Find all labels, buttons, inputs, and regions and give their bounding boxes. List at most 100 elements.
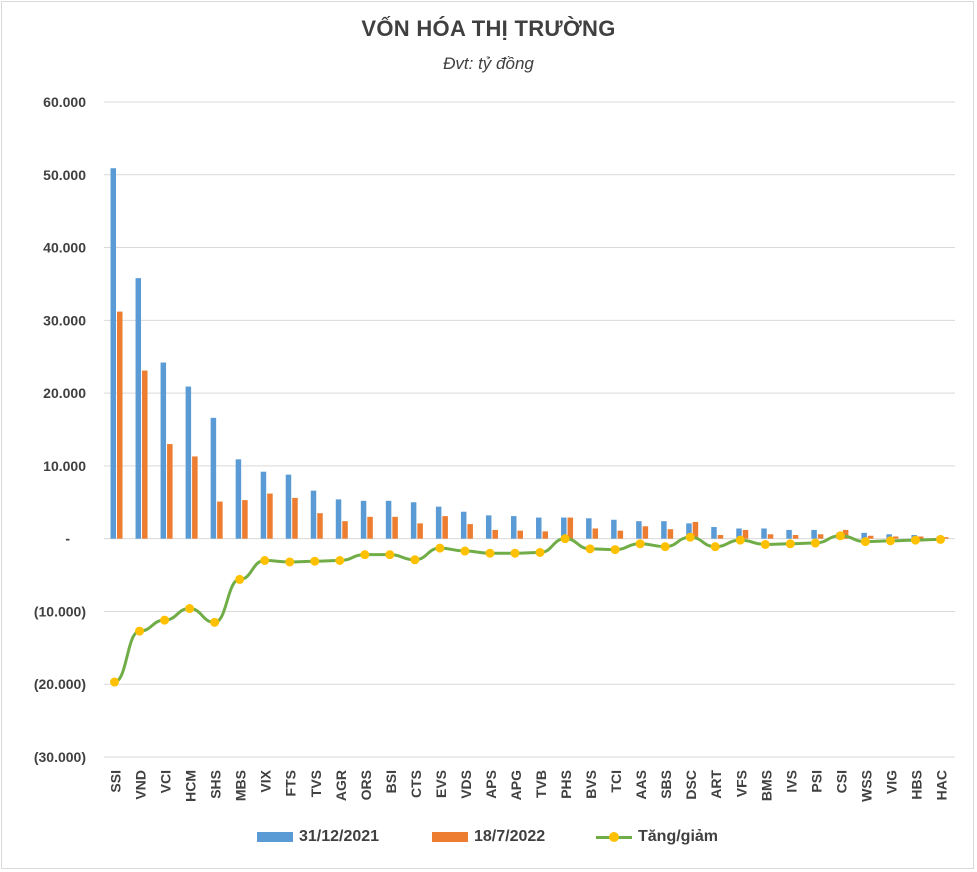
bar-series-1-vci [160,362,167,539]
x-tick-label-sbs: SBS [658,770,674,799]
point-series-3-tvb [535,547,545,557]
bar-series-1-bvs [586,518,592,539]
point-series-3-hac [935,534,945,544]
legend-swatch-series-3 [596,832,632,842]
point-series-3-art [710,542,720,552]
x-tick-label-wss: WSS [858,770,874,802]
x-tick-label-hcm: HCM [183,770,199,802]
bar-series-2-bsi [392,516,398,539]
legend-swatch-series-2 [432,832,468,842]
point-series-3-cts [410,555,420,565]
bar-series-2-psi [817,534,824,539]
bar-series-1-bsi [385,500,392,539]
chart-legend: 31/12/2021 18/7/2022 Tăng/giảm [0,828,977,852]
point-series-3-evs [435,543,445,553]
x-tick-label-evs: EVS [433,770,449,798]
bar-series-1-sbs [661,521,667,539]
x-tick-label-tvs: TVS [308,770,324,797]
bar-series-2-ors [367,516,373,539]
x-tick-label-agr: AGR [333,770,349,801]
bar-series-2-wss [867,535,874,539]
bar-series-2-art [717,535,724,539]
bar-series-1-dsc [686,523,692,539]
x-tick-label-vds: VDS [458,770,474,799]
x-tick-label-ivs: IVS [783,770,799,793]
point-series-3-dsc [685,532,695,542]
bar-series-2-csi [842,529,849,539]
bar-series-2-agr [342,521,348,539]
x-tick-label-tci: TCI [608,770,624,793]
point-series-3-mbs [235,574,245,584]
bar-series-2-hbs [917,536,924,539]
bar-series-1-tci [611,519,617,539]
bar-series-2-bvs [592,528,599,539]
x-tick-label-apg: APG [508,770,524,800]
point-series-3-sbs [660,542,670,552]
bar-series-1-fts [285,474,292,539]
point-series-3-ivs [785,539,795,549]
y-tick-label-5: 10.000 [43,458,86,474]
point-series-3-hbs [910,535,920,545]
bar-series-1-wss [861,532,867,539]
bar-series-1-vix [260,471,267,539]
bar-series-1-tvb [536,517,542,539]
bar-series-2-vfs [742,529,749,539]
point-series-3-vds [460,546,470,556]
x-tick-label-psi: PSI [808,770,824,793]
x-tick-label-csi: CSI [833,770,849,793]
legend-label-series-1: 31/12/2021 [299,828,380,845]
bar-series-2-tvs [317,513,323,539]
bar-series-1-tvs [310,490,317,539]
y-tick-label-9: (30.000) [34,749,86,765]
y-tick-label-0: 60.000 [43,94,86,110]
bar-series-2-phs [567,517,574,539]
bar-series-1-aps [485,515,492,539]
chart-subtitle: Đvt: tỷ đồng [443,54,534,73]
bar-series-2-bms [767,534,774,539]
point-series-3-bsi [385,550,395,560]
x-tick-label-aps: APS [483,770,499,799]
bar-series-1-apg [510,516,517,539]
bar-series-2-evs [442,516,448,539]
x-tick-label-ssi: SSI [108,770,124,793]
bar-series-1-hcm [185,386,192,539]
bar-series-1-phs [561,517,567,539]
bar-series-1-vfs [736,528,742,539]
point-series-3-psi [810,538,820,548]
point-series-3-bvs [585,544,595,554]
point-series-3-vig [885,536,895,546]
line-series-3 [113,534,941,684]
bar-series-2-shs [217,501,223,539]
bar-series-1-mbs [235,459,242,539]
x-tick-label-vci: VCI [158,770,174,793]
bar-series-2-vds [467,524,473,539]
point-series-3-aas [635,539,645,549]
point-series-3-vfs [735,535,745,545]
x-tick-label-art: ART [708,770,724,799]
bar-series-2-mbs [242,500,248,539]
point-series-3-tci [610,545,620,555]
y-tick-label-2: 40.000 [43,240,86,256]
legend-label-series-3: Tăng/giảm [638,828,719,845]
bar-series-1-aas [636,521,642,539]
bar-series-1-vds [460,511,467,539]
legend-label-series-2: 18/7/2022 [474,828,546,845]
point-series-3-phs [560,534,570,544]
y-tick-label-3: 30.000 [43,312,86,328]
point-series-3-hcm [185,604,195,614]
point-series-3-fts [285,557,295,567]
x-tick-label-hac: HAC [933,770,949,800]
x-tick-label-phs: PHS [558,770,574,799]
x-tick-label-fts: FTS [283,770,299,796]
x-tick-label-hbs: HBS [908,770,924,800]
bar-series-2-vix [267,493,273,539]
x-tick-label-bvs: BVS [583,770,599,799]
bar-series-1-ssi [110,168,117,539]
bar-series-1-vnd [135,278,142,539]
bar-series-2-tci [617,530,624,539]
bar-series-2-dsc [692,521,699,539]
bar-series-1-vig [886,534,892,539]
x-tick-label-bms: BMS [758,770,774,801]
point-series-3-ors [360,550,370,560]
